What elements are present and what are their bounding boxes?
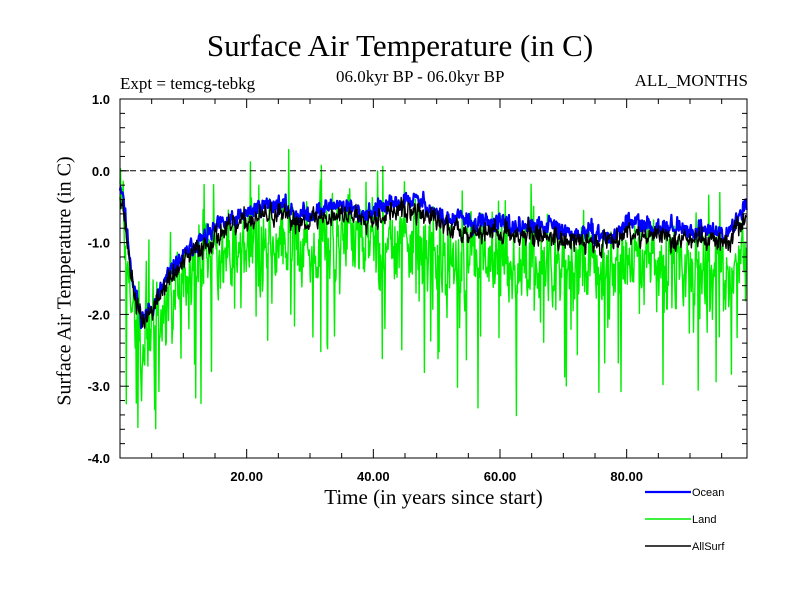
legend: Ocean Land AllSurf bbox=[645, 487, 725, 553]
legend-label-land: Land bbox=[692, 514, 716, 526]
y-tick-label: -1.0 bbox=[88, 236, 110, 251]
x-tick-label: 20.00 bbox=[230, 469, 263, 484]
x-tick-label: 40.00 bbox=[357, 469, 390, 484]
series-line-land bbox=[119, 148, 748, 430]
series-layer bbox=[118, 148, 748, 430]
chart-title: Surface Air Temperature (in C) bbox=[206, 28, 594, 63]
legend-label-ocean: Ocean bbox=[692, 487, 724, 499]
axis-ticks: 1.0 0.0 -1.0 -2.0 -3.0 -4.0 20.00 40.00 60.00 80.… bbox=[88, 92, 747, 484]
legend-label-allsurf: AllSurf bbox=[692, 541, 725, 553]
x-axis-label: Time (in years since start) bbox=[324, 485, 543, 509]
y-tick-label: -3.0 bbox=[88, 379, 110, 394]
plot-frame bbox=[119, 98, 748, 459]
y-tick-label: 0.0 bbox=[92, 164, 110, 179]
y-tick-label: 1.0 bbox=[92, 92, 110, 107]
y-tick-label: -2.0 bbox=[88, 307, 110, 322]
x-tick-label: 80.00 bbox=[610, 469, 643, 484]
x-tick-label: 60.00 bbox=[484, 469, 517, 484]
months-label: ALL_MONTHS bbox=[634, 71, 748, 90]
series-line-allsurf bbox=[119, 196, 748, 329]
experiment-label: Expt = temcg-tebkg bbox=[120, 74, 256, 93]
period-label: 06.0kyr BP - 06.0kyr BP bbox=[336, 67, 505, 86]
y-tick-label: -4.0 bbox=[88, 451, 110, 466]
